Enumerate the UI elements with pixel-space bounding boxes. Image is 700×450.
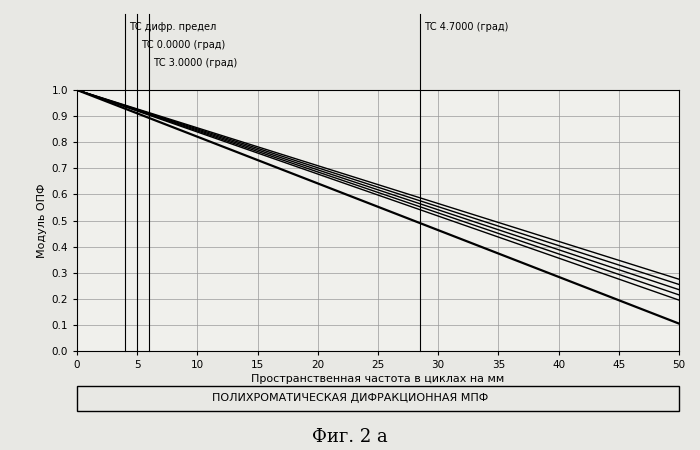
Text: ТС 4.7000 (град): ТС 4.7000 (град) (424, 22, 508, 32)
Text: ТС 0.0000 (град): ТС 0.0000 (град) (141, 40, 225, 50)
Text: ПОЛИХРОМАТИЧЕСКАЯ ДИФРАКЦИОННАЯ МПФ: ПОЛИХРОМАТИЧЕСКАЯ ДИФРАКЦИОННАЯ МПФ (212, 393, 488, 403)
Text: ТС 3.0000 (град): ТС 3.0000 (град) (153, 58, 237, 68)
Y-axis label: Модуль ОПФ: Модуль ОПФ (37, 183, 48, 258)
Text: ТС дифр. предел: ТС дифр. предел (129, 22, 216, 32)
Text: Фиг. 2 а: Фиг. 2 а (312, 428, 388, 446)
X-axis label: Пространственная частота в циклах на мм: Пространственная частота в циклах на мм (251, 374, 505, 384)
